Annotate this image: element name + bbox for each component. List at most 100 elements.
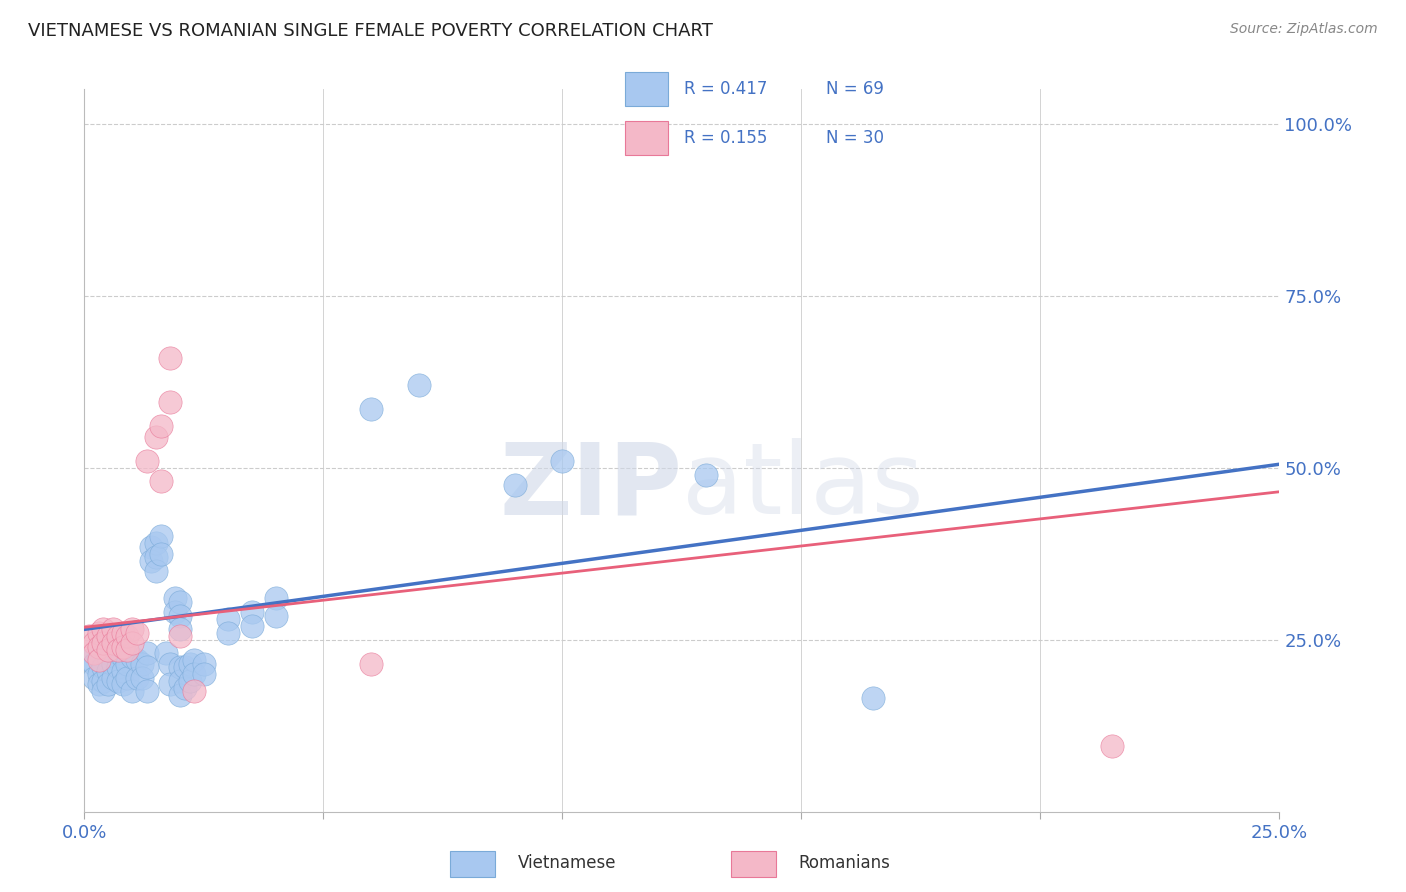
Point <box>121 649 143 664</box>
Point <box>87 640 110 654</box>
Point <box>149 529 172 543</box>
Point <box>101 636 124 650</box>
Point <box>111 677 134 691</box>
Point <box>117 671 139 685</box>
Point <box>125 653 148 667</box>
Point <box>93 673 115 688</box>
Point <box>240 619 263 633</box>
Point <box>159 351 181 365</box>
Point <box>97 649 120 664</box>
Point <box>107 647 129 661</box>
Point <box>264 591 287 606</box>
Point <box>121 636 143 650</box>
Point <box>169 608 191 623</box>
Point <box>149 419 172 434</box>
Point <box>97 664 120 678</box>
Point <box>149 547 172 561</box>
Point <box>193 667 215 681</box>
Point <box>97 629 120 643</box>
Point <box>169 673 191 688</box>
Point <box>165 591 187 606</box>
Point <box>101 623 124 637</box>
Text: R = 0.417: R = 0.417 <box>685 80 768 98</box>
Point <box>145 564 167 578</box>
Point <box>83 657 105 671</box>
Point <box>131 657 153 671</box>
Text: R = 0.155: R = 0.155 <box>685 129 768 147</box>
Point <box>183 653 205 667</box>
FancyBboxPatch shape <box>450 851 495 877</box>
Point <box>169 623 191 637</box>
Point <box>83 647 105 661</box>
Point <box>117 643 139 657</box>
Point <box>135 454 157 468</box>
Point <box>107 673 129 688</box>
Point <box>217 625 239 640</box>
Point <box>83 636 105 650</box>
Point <box>117 657 139 671</box>
Point <box>169 595 191 609</box>
Point <box>111 640 134 654</box>
Text: VIETNAMESE VS ROMANIAN SINGLE FEMALE POVERTY CORRELATION CHART: VIETNAMESE VS ROMANIAN SINGLE FEMALE POV… <box>28 22 713 40</box>
Text: atlas: atlas <box>682 438 924 535</box>
Point <box>1101 739 1123 754</box>
Point <box>145 550 167 565</box>
Point <box>149 475 172 489</box>
Point <box>183 684 205 698</box>
Point <box>159 395 181 409</box>
Point <box>107 629 129 643</box>
Point <box>159 657 181 671</box>
Point <box>97 677 120 691</box>
Point <box>87 653 110 667</box>
Point <box>121 684 143 698</box>
Point <box>264 608 287 623</box>
Point <box>145 430 167 444</box>
Point <box>169 660 191 674</box>
Point <box>135 660 157 674</box>
Point <box>217 612 239 626</box>
Point <box>193 657 215 671</box>
FancyBboxPatch shape <box>731 851 776 877</box>
Point <box>125 671 148 685</box>
Point <box>135 647 157 661</box>
Text: Vietnamese: Vietnamese <box>517 854 616 872</box>
Point <box>93 684 115 698</box>
Point <box>408 378 430 392</box>
Point <box>360 402 382 417</box>
Point <box>83 671 105 685</box>
Point <box>107 643 129 657</box>
Point <box>101 657 124 671</box>
FancyBboxPatch shape <box>624 121 668 155</box>
Point <box>179 657 201 671</box>
Point <box>77 653 100 667</box>
Point <box>77 629 100 643</box>
Point <box>87 649 110 664</box>
Point <box>101 671 124 685</box>
Point <box>173 681 195 695</box>
Point <box>695 467 717 482</box>
Point <box>141 553 163 567</box>
Point <box>107 660 129 674</box>
Point <box>111 625 134 640</box>
Point <box>97 643 120 657</box>
Point <box>183 667 205 681</box>
Point <box>165 605 187 619</box>
Point <box>551 454 574 468</box>
Point <box>87 625 110 640</box>
Point <box>360 657 382 671</box>
Point <box>169 629 191 643</box>
Text: Romanians: Romanians <box>799 854 890 872</box>
Point <box>93 660 115 674</box>
Point <box>87 677 110 691</box>
Text: ZIP: ZIP <box>499 438 682 535</box>
Point <box>93 623 115 637</box>
Point <box>862 691 884 706</box>
Point <box>131 671 153 685</box>
Point <box>135 684 157 698</box>
Point <box>111 664 134 678</box>
Point <box>125 625 148 640</box>
Point <box>121 623 143 637</box>
Point <box>169 688 191 702</box>
Point <box>111 649 134 664</box>
Point <box>159 677 181 691</box>
